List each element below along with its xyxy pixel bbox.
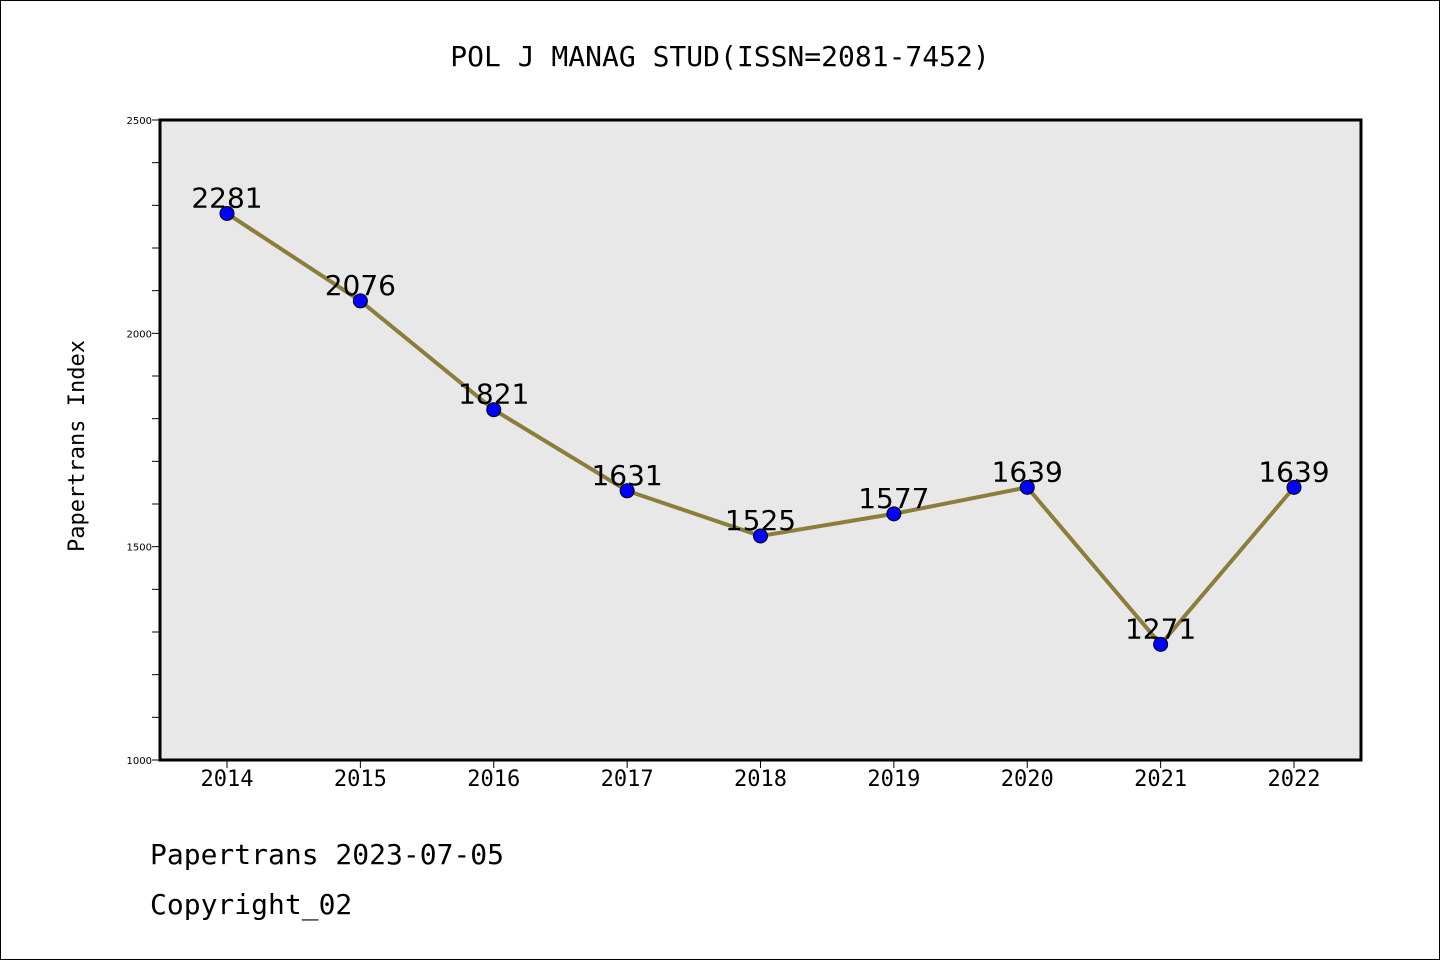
y-axis-label: Papertrans Index — [65, 340, 90, 552]
x-tick-label: 2020 — [1001, 767, 1054, 792]
data-point — [619, 483, 635, 499]
data-point — [219, 205, 235, 221]
data-label: 1525 — [725, 504, 796, 537]
footer-source: Papertrans 2023-07-05 — [150, 838, 504, 871]
data-label: 1821 — [458, 378, 529, 411]
x-tick-label: 2017 — [601, 767, 654, 792]
data-point — [886, 506, 902, 522]
chart-title: POL J MANAG STUD(ISSN=2081-7452) — [450, 40, 989, 73]
data-point — [352, 293, 368, 309]
data-point — [753, 528, 768, 544]
data-point — [1019, 479, 1035, 495]
x-tick-label: 2018 — [734, 767, 787, 792]
y-tick-label: 1500 — [127, 543, 152, 554]
data-point — [1286, 479, 1302, 495]
data-label: 1639 — [992, 455, 1063, 488]
data-label: 1639 — [1258, 455, 1329, 488]
data-label: 1271 — [1125, 612, 1196, 645]
data-label: 2076 — [325, 269, 396, 302]
data-label-group: 2281 2076 1821 1631 1525 1577 1639 1271 1639 — [191, 181, 1329, 645]
x-tick-label: 2014 — [201, 767, 254, 792]
data-label: 2281 — [191, 181, 262, 214]
x-tick-label: 2022 — [1268, 767, 1321, 792]
data-label: 1577 — [858, 482, 929, 515]
y-tick-label: 2500 — [127, 116, 152, 127]
data-point — [486, 402, 502, 418]
plot-area — [158, 118, 1363, 762]
y-tick-label: 1000 — [127, 756, 152, 767]
data-point — [1153, 636, 1169, 652]
y-tick-label: 2000 — [127, 329, 152, 340]
x-tick-label: 2019 — [867, 767, 920, 792]
data-label: 1631 — [591, 459, 662, 492]
marker-group — [219, 205, 1302, 652]
x-tick-label: 2015 — [334, 767, 387, 792]
y-axis: 1000 1500 2000 2500 — [127, 116, 160, 767]
x-tick-label: 2021 — [1134, 767, 1187, 792]
x-tick-label: 2016 — [467, 767, 520, 792]
footer-copyright: Copyright_02 — [150, 888, 352, 922]
x-axis: 2014 2015 2016 2017 2018 2019 2020 2021 2022 — [201, 760, 1321, 792]
